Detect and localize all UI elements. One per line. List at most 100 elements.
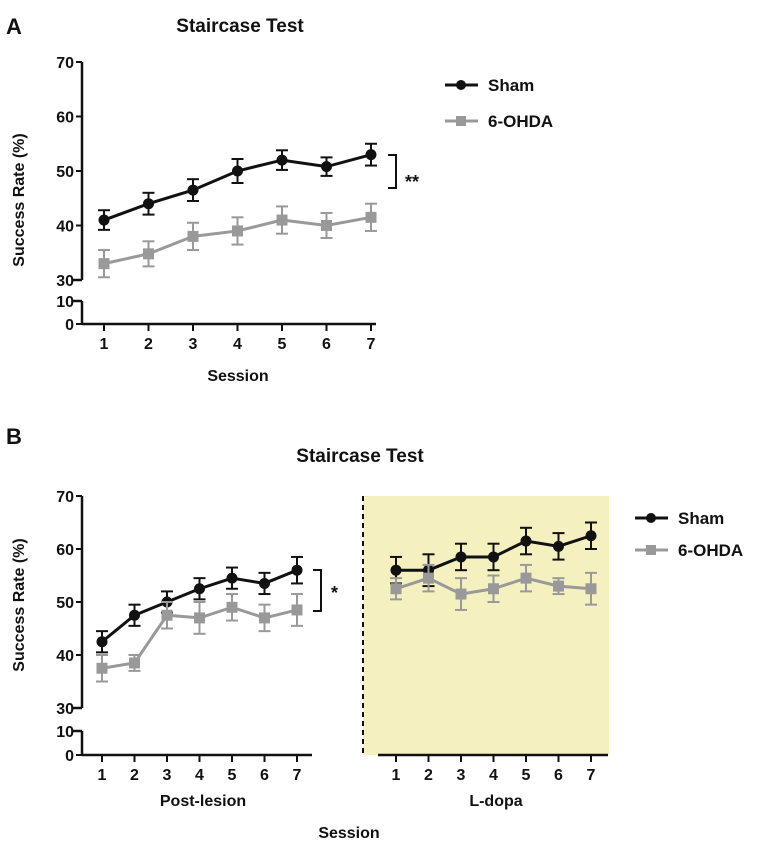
legend-label-6ohda-b: 6-OHDA: [678, 541, 743, 560]
panel-a-x-label: Session: [207, 368, 268, 385]
panel-b-ldopa-6ohda-point: [390, 583, 402, 595]
panel-a-y-tick-label: 70: [56, 55, 74, 72]
panel-a-x-tick-label: 6: [322, 336, 331, 353]
panel-b-x-tick-label: 6: [554, 767, 563, 784]
panel-a-legend: Sham 6-OHDA: [445, 76, 553, 131]
significance-label-a: **: [405, 172, 419, 192]
panel-a-sham-point: [143, 198, 154, 210]
panel-a-x-tick-label: 1: [100, 336, 109, 353]
panel-b-y-tick-label: 40: [56, 648, 74, 665]
panel-b-ldopa-sham-point: [585, 530, 597, 542]
panel-b-axes: 0 10 30 40 50 60 70 1 2 3 4 5 6 7 1 2 3 4 5 6 7: [56, 489, 608, 784]
panel-b: B Staircase Test Success Rate (%) Post-l…: [6, 424, 743, 842]
panel-b-ldopa-sham-point: [455, 551, 467, 563]
panel-b-postlesion-sham-point: [194, 583, 205, 595]
panel-a-title: Staircase Test: [176, 16, 304, 37]
panel-a-y-tick-label: 10: [56, 294, 74, 311]
group-label-l-dopa: L-dopa: [469, 793, 522, 810]
panel-b-ldopa-sham-point: [390, 564, 402, 576]
panel-letter-b: B: [6, 424, 22, 449]
panel-a-axes: 0 10 30 40 50 60 70 1 2 3 4 5 6 7: [56, 55, 376, 353]
panel-a-x-tick-label: 5: [278, 336, 287, 353]
panel-a-sham-point: [365, 149, 377, 161]
panel-a-y-tick-label: 50: [56, 164, 74, 181]
panel-b-ldopa-6ohda-point: [488, 583, 499, 595]
panel-b-y-tick-label: 0: [65, 748, 74, 765]
panel-b-y-tick-label: 70: [56, 489, 74, 506]
panel-b-postlesion-sham-point: [129, 609, 140, 621]
panel-a-significance: **: [388, 154, 419, 192]
panel-b-ldopa-sham-point: [553, 540, 564, 552]
panel-b-x-tick-label: 5: [228, 767, 237, 784]
legend-marker-6ohda-b: [646, 545, 656, 555]
panel-a-y-tick-label: 40: [56, 219, 74, 236]
panel-b-y-tick-label: 10: [56, 724, 74, 741]
panel-b-x-tick-label: 1: [98, 767, 107, 784]
panel-a-sham-point: [98, 214, 110, 226]
panel-b-y-tick-label: 30: [56, 701, 74, 718]
panel-a-y-label: Success Rate (%): [11, 133, 28, 266]
panel-b-x-tick-label: 4: [195, 767, 204, 784]
panel-b-ldopa-6ohda-point: [520, 572, 532, 584]
panel-a-6ohda-point: [143, 248, 154, 260]
panel-a-y-tick-label: 30: [56, 273, 74, 290]
panel-a-x-tick-label: 4: [233, 336, 242, 353]
panel-a-sham-point: [321, 161, 332, 173]
panel-letter-a: A: [6, 14, 22, 39]
panel-a-series: [98, 142, 377, 279]
legend-label-6ohda: 6-OHDA: [488, 112, 553, 131]
panel-b-x-tick-label: 4: [489, 767, 498, 784]
panel-b-ldopa-sham-point: [520, 535, 532, 547]
panel-b-x-tick-label: 3: [163, 767, 172, 784]
panel-b-title: Staircase Test: [296, 446, 424, 467]
panel-a-6ohda-point: [365, 211, 377, 223]
panel-a-y-tick-label: 0: [65, 317, 74, 334]
panel-a-6ohda-point: [232, 225, 243, 237]
panel-a-6ohda-point: [98, 258, 110, 270]
panel-b-ldopa-6ohda-point: [585, 583, 597, 595]
panel-b-postlesion-6ohda-point: [129, 657, 140, 669]
panel-b-ldopa-sham-point: [488, 551, 499, 563]
panel-b-postlesion-6ohda-point: [161, 609, 173, 621]
panel-b-legend: Sham 6-OHDA: [635, 509, 743, 560]
panel-a-y-tick-label: 60: [56, 110, 74, 127]
significance-bracket-b: [313, 569, 322, 612]
panel-b-postlesion-sham-point: [96, 636, 108, 648]
panel-b-ldopa-6ohda-point: [423, 572, 434, 584]
panel-b-x-tick-label: 3: [457, 767, 466, 784]
legend-marker-sham: [456, 80, 466, 90]
panel-b-postlesion-6ohda-point: [259, 612, 270, 624]
panel-a-x-tick-label: 3: [189, 336, 198, 353]
panel-b-ldopa-6ohda-point: [455, 588, 467, 600]
panel-b-x-tick-label: 5: [522, 767, 531, 784]
panel-a-6ohda-point: [276, 214, 288, 226]
panel-b-postlesion-sham-point: [259, 577, 270, 589]
legend-marker-sham-b: [646, 513, 656, 523]
panel-b-postlesion-6ohda-point: [226, 601, 238, 613]
panel-b-x-tick-label: 1: [392, 767, 401, 784]
legend-label-sham: Sham: [488, 76, 534, 95]
panel-b-y-tick-label: 60: [56, 542, 74, 559]
panel-b-postlesion-6ohda-point: [194, 612, 205, 624]
panel-b-x-tick-label: 6: [260, 767, 269, 784]
panel-b-x-tick-label: 7: [587, 767, 596, 784]
panel-b-postlesion-6ohda-point: [291, 604, 303, 616]
panel-b-x-tick-label: 7: [293, 767, 302, 784]
panel-b-series: [96, 521, 597, 683]
panel-b-significance: *: [313, 569, 338, 612]
panel-b-ldopa-6ohda-point: [553, 580, 564, 592]
panel-a: A Staircase Test Success Rate (%) Sessio…: [6, 14, 553, 385]
panel-a-sham-point: [232, 165, 243, 177]
l-dopa-shaded-region: [363, 496, 609, 755]
panel-b-x-tick-label: 2: [424, 767, 433, 784]
panel-a-6ohda-point: [321, 220, 332, 231]
panel-b-postlesion-sham-point: [226, 572, 238, 584]
significance-bracket-a: [388, 154, 397, 189]
legend-label-sham-b: Sham: [678, 509, 724, 528]
legend-marker-6ohda: [456, 116, 466, 126]
panel-a-sham-point: [276, 154, 288, 166]
significance-label-b: *: [331, 583, 338, 603]
panel-b-postlesion-sham-point: [291, 564, 303, 576]
panel-a-sham-point: [187, 184, 199, 196]
